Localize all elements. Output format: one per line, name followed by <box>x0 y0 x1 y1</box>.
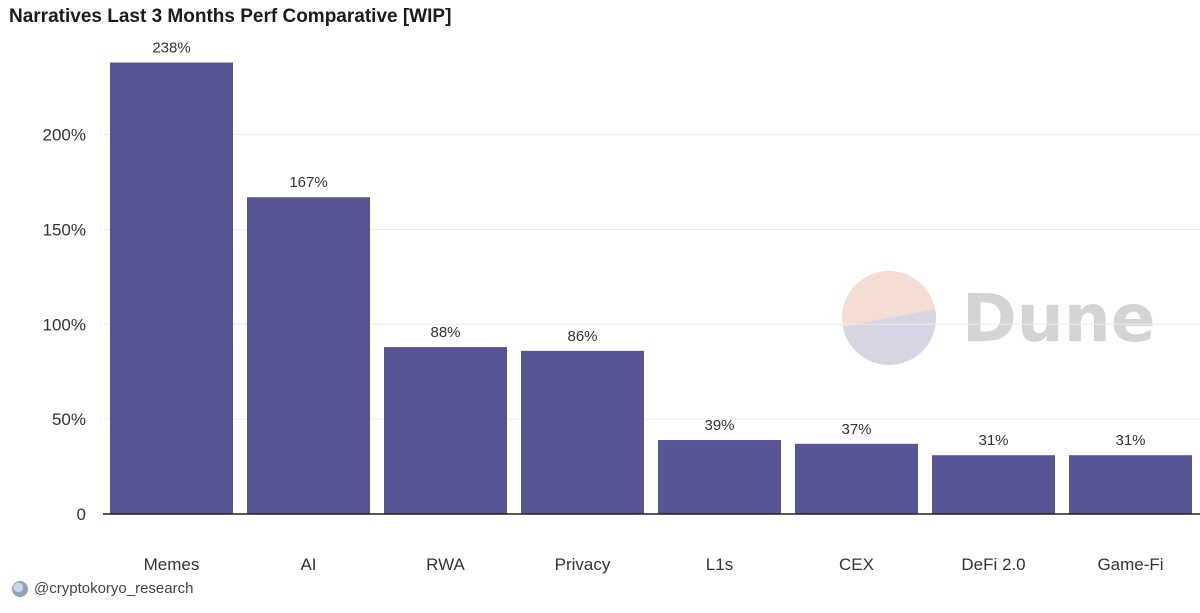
x-tick-label: RWA <box>426 555 465 574</box>
y-tick-label: 100% <box>43 315 86 334</box>
bar-value-label: 86% <box>567 328 597 345</box>
dune-watermark: Dune <box>842 271 1156 366</box>
bar-defi-2-0 <box>932 455 1055 514</box>
x-tick-label: L1s <box>706 555 733 574</box>
bar-game-fi <box>1069 455 1192 514</box>
bar-value-label: 37% <box>841 421 871 438</box>
footer-handle: @cryptokoryo_research <box>34 580 194 597</box>
bar-l1s <box>658 440 781 514</box>
bar-memes <box>110 62 233 514</box>
x-axis-ticks: Memes AI RWA Privacy L1s CEX DeFi 2.0 Game-Fi <box>144 555 1164 574</box>
bar-value-label: 31% <box>1115 432 1145 449</box>
bar-value-labels: 238% 167% 88% 86% 39% 37% 31% 31% <box>152 40 1145 450</box>
bar-value-label: 31% <box>978 432 1008 449</box>
x-tick-label: Memes <box>144 555 200 574</box>
x-tick-label: DeFi 2.0 <box>961 555 1025 574</box>
x-tick-label: Game-Fi <box>1097 555 1163 574</box>
y-tick-label: 150% <box>43 220 86 239</box>
avatar-icon <box>12 580 28 597</box>
y-tick-label: 50% <box>52 410 86 429</box>
bar-rwa <box>384 347 507 514</box>
bar-value-label: 39% <box>704 417 734 434</box>
bar-value-label: 167% <box>289 174 327 191</box>
x-tick-label: CEX <box>839 555 874 574</box>
y-axis-ticks: 0 50% 100% 150% 200% <box>43 126 86 524</box>
bar-cex <box>795 443 918 514</box>
bar-ai <box>247 197 370 515</box>
chart-title: Narratives Last 3 Months Perf Comparativ… <box>9 6 452 27</box>
bar-value-label: 238% <box>152 40 190 57</box>
y-tick-label: 0 <box>77 505 86 524</box>
footer: @cryptokoryo_research <box>12 580 193 597</box>
x-tick-label: AI <box>300 555 316 574</box>
bars <box>110 62 1192 515</box>
y-tick-label: 200% <box>43 126 86 145</box>
x-tick-label: Privacy <box>555 555 611 574</box>
dune-watermark-text: Dune <box>962 280 1156 357</box>
dune-logo-lower-icon <box>842 309 936 366</box>
bar-value-label: 88% <box>430 324 460 341</box>
bar-privacy <box>521 350 644 514</box>
